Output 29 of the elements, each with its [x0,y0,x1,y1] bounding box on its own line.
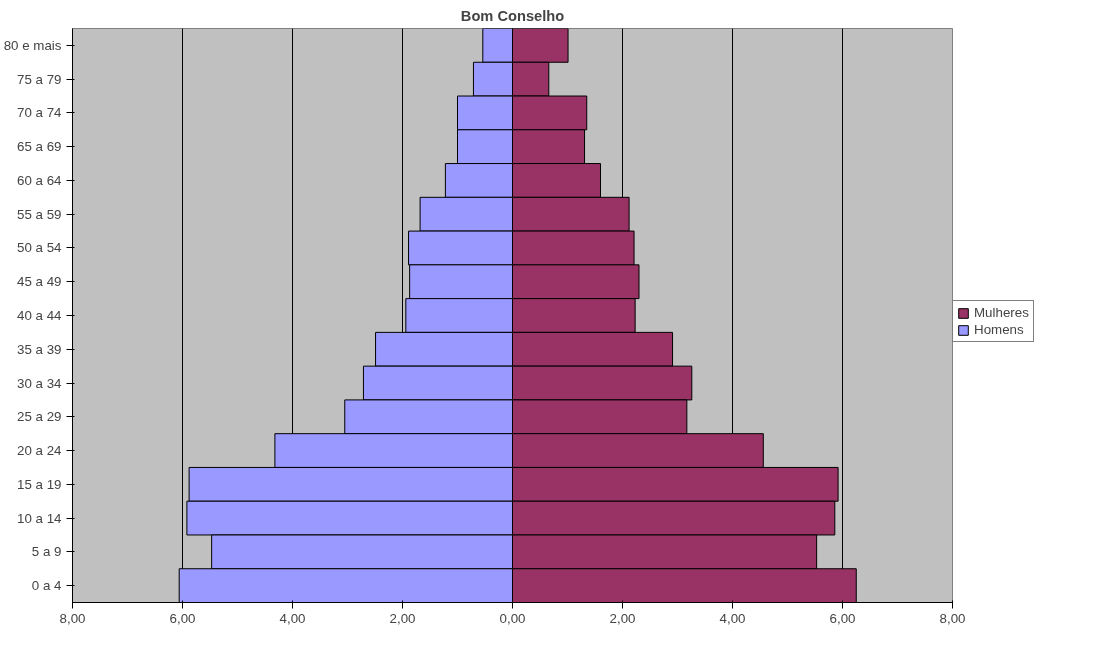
y-tick-label: 50 a 54 [17,240,63,256]
y-tick-label: 15 a 19 [17,476,62,492]
y-tick-label: 45 a 49 [17,274,62,290]
chart-title: Bom Conselho [460,7,565,24]
y-tick-label: 35 a 39 [17,341,62,357]
legend-label: Mulheres [974,305,1029,320]
y-tick-label: 80 e mais [3,37,62,53]
x-tick-label: 6,00 [169,610,196,626]
legend-label: Homens [974,322,1024,337]
y-tick-label: 5 a 9 [31,544,62,560]
y-tick-label: 70 a 74 [17,105,63,121]
y-tick-label: 0 a 4 [31,578,63,594]
x-tick-label: 4,00 [279,610,306,626]
y-tick-label: 40 a 44 [17,308,63,323]
y-tick-label: 55 a 59 [17,206,62,222]
y-tick-label: 30 a 34 [17,375,63,391]
y-tick-label: 60 a 64 [17,172,63,188]
x-tick-label: 4,00 [719,610,746,626]
x-tick-label: 8,00 [59,610,86,626]
y-tick-label: 20 a 24 [17,443,63,459]
y-tick-label: 25 a 29 [17,409,62,425]
x-tick-label: 0,00 [499,610,526,626]
x-tick-label: 2,00 [609,610,636,626]
y-tick-label: 75 a 79 [17,71,62,87]
y-tick-label: 65 a 69 [17,139,62,155]
y-tick-label: 10 a 14 [17,510,63,526]
x-tick-label: 6,00 [829,610,856,626]
x-tick-label: 8,00 [939,610,966,626]
x-tick-label: 2,00 [389,610,416,626]
